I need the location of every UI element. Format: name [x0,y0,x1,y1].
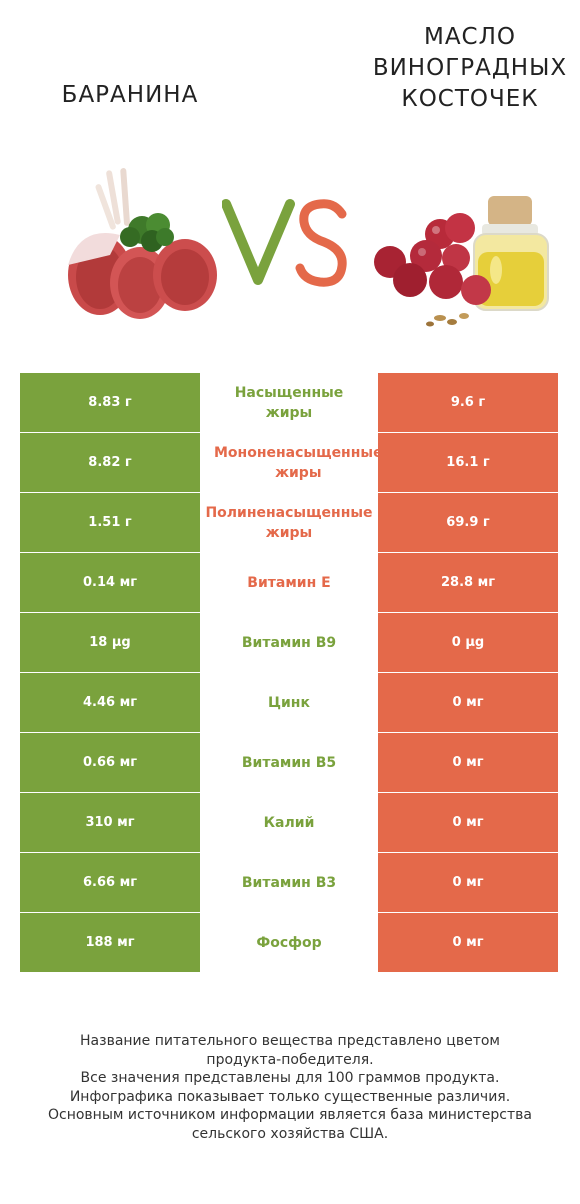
nutrient-name: Полиненасыщенные жиры [200,493,378,552]
table-row: 0.14 мг Витамин E 28.8 мг [20,553,558,613]
row-divider [20,972,200,973]
row-divider [378,672,558,673]
row-divider [20,672,200,673]
nutrient-name: Витамин B3 [200,853,378,912]
footer-note: Название питательного вещества представл… [0,1032,580,1143]
nutrient-name-line: жиры [265,524,313,541]
right-title-line: ВИНОГРАДНЫХ [372,55,568,81]
row-divider [378,972,558,973]
row-divider [378,612,558,613]
right-value: 0 мг [378,853,558,912]
table-row: 0.66 мг Витамин B5 0 мг [20,733,558,793]
nutrient-name-line: Фосфор [256,934,322,951]
right-value: 0 мг [378,673,558,732]
right-value: 16.1 г [378,433,558,492]
right-title-line: МАСЛО [423,24,517,50]
nutrient-name-line: Витамин B3 [241,874,337,891]
left-value: 8.82 г [20,433,200,492]
row-divider [378,732,558,733]
left-product-title: БАРАНИНА [61,82,199,108]
row-divider [378,852,558,853]
right-value: 0 мг [378,793,558,852]
row-divider [378,432,558,433]
right-product-title: МАСЛО ВИНОГРАДНЫХ КОСТОЧЕК [355,22,580,115]
table-row: 8.83 г Насыщенные жиры 9.6 г [20,373,558,433]
row-divider [20,612,200,613]
left-value: 188 мг [20,913,200,972]
table-row: 188 мг Фосфор 0 мг [20,913,558,973]
row-divider [20,852,200,853]
nutrient-name-line: жиры [265,404,313,421]
nutrient-name-line: Полиненасыщенные [205,504,373,521]
nutrient-name-line: Калий [263,814,315,831]
left-value: 310 мг [20,793,200,852]
nutrient-name: Цинк [200,673,378,732]
row-divider [20,552,200,553]
nutrient-name: Витамин B9 [200,613,378,672]
footer-line: Название питательного вещества представл… [80,1033,500,1049]
table-row: 8.82 г Мононенасыщенные жиры 16.1 г [20,433,558,493]
comparison-table: 8.83 г Насыщенные жиры 9.6 г 8.82 г Мононенас… [20,373,558,973]
right-value: 28.8 мг [378,553,558,612]
nutrient-name-line: Витамин B5 [241,754,337,771]
right-value: 9.6 г [378,373,558,432]
table-row: 1.51 г Полиненасыщенные жиры 69.9 г [20,493,558,553]
nutrient-name: Фосфор [200,913,378,972]
vs-graphic [222,199,347,287]
left-value: 18 µg [20,613,200,672]
nutrient-name: Витамин E [200,553,378,612]
row-divider [378,792,558,793]
table-row: 18 µg Витамин B9 0 µg [20,613,558,673]
footer-line: Инфографика показывает только существенн… [69,1088,511,1105]
row-divider [378,552,558,553]
table-row: 310 мг Калий 0 мг [20,793,558,853]
left-value: 0.66 мг [20,733,200,792]
table-row: 6.66 мг Витамин B3 0 мг [20,853,558,913]
table-row: 4.46 мг Цинк 0 мг [20,673,558,733]
nutrient-name: Мононенасыщенные жиры [200,433,383,492]
footer-line: продукта-победителя. [206,1051,374,1068]
left-value: 6.66 мг [20,853,200,912]
row-divider [20,432,200,433]
nutrient-name: Витамин B5 [200,733,378,792]
row-divider [20,492,200,493]
row-divider [378,492,558,493]
grapeseed-oil-image [374,196,549,327]
lamb-image [68,168,217,319]
right-value: 69.9 г [378,493,558,552]
left-value: 1.51 г [20,493,200,552]
nutrient-name-line: Цинк [268,694,310,711]
footer-line: Основным источником информации является … [48,1107,532,1123]
nutrient-name: Калий [200,793,378,852]
nutrient-name-line: Насыщенные [234,384,344,401]
nutrient-name: Насыщенные жиры [200,373,378,432]
right-title-line: КОСТОЧЕК [401,86,539,112]
left-value: 4.46 мг [20,673,200,732]
nutrient-name-line: жиры [275,464,322,481]
right-value: 0 мг [378,733,558,792]
row-divider [20,732,200,733]
right-value: 0 µg [378,613,558,672]
left-value: 0.14 мг [20,553,200,612]
row-divider [20,792,200,793]
footer-line: Все значения представлены для 100 граммо… [80,1070,500,1086]
right-value: 0 мг [378,913,558,972]
nutrient-name-line: Мононенасыщенные [214,444,383,461]
row-divider [378,912,558,913]
row-divider [20,912,200,913]
footer-line: сельского хозяйства США. [191,1125,389,1142]
nutrient-name-line: Витамин E [247,574,331,591]
left-value: 8.83 г [20,373,200,432]
nutrient-name-line: Витамин B9 [241,634,337,651]
